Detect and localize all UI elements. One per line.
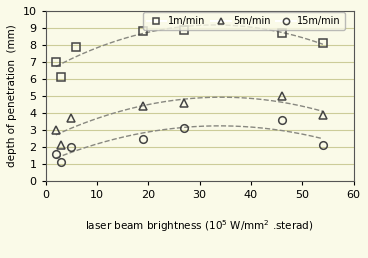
- Legend: 1m/min, 5m/min, 15m/min: 1m/min, 5m/min, 15m/min: [143, 12, 345, 30]
- Y-axis label: depth of penetration  (mm): depth of penetration (mm): [7, 25, 17, 167]
- Text: laser beam brightness (10$^5$ W/mm$^2$ .sterad): laser beam brightness (10$^5$ W/mm$^2$ .…: [85, 219, 314, 235]
